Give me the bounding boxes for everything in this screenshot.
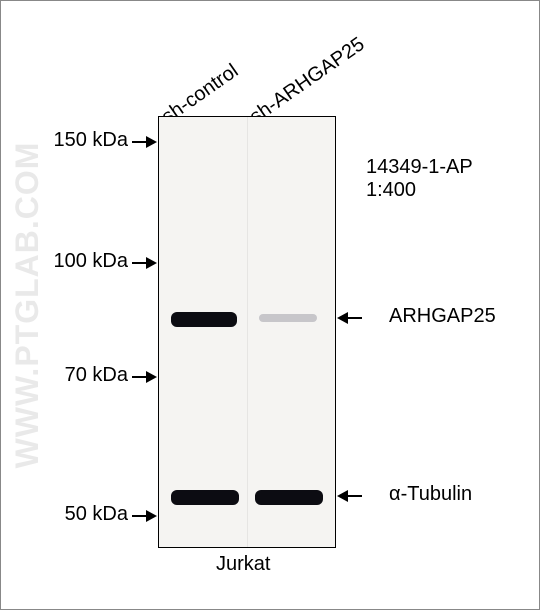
arrow-right-icon <box>132 376 156 378</box>
band-aTubulin-lane1 <box>171 490 239 505</box>
mw-label: 150 kDa <box>54 129 129 152</box>
arrow-right-icon <box>132 515 156 517</box>
sample-label: Jurkat <box>216 553 270 576</box>
mw-label: 100 kDa <box>54 250 129 273</box>
mw-label: 70 kDa <box>65 364 128 387</box>
band-ARHGAP25-lane1 <box>171 312 237 327</box>
band-ARHGAP25-lane2 <box>259 314 317 322</box>
arrow-right-icon <box>132 262 156 264</box>
mw-label: 50 kDa <box>65 503 128 526</box>
lane-divider <box>247 117 248 547</box>
watermark-text: WWW.PTGLAB.COM <box>9 142 46 469</box>
band-aTubulin-lane2 <box>255 490 323 505</box>
arrow-left-icon <box>338 495 362 497</box>
annotation-label: ARHGAP25 <box>389 305 496 328</box>
annotation-label: α-Tubulin <box>389 483 472 506</box>
figure-container: WWW.PTGLAB.COM sh-control sh-ARHGAP25 15… <box>0 0 540 610</box>
arrow-left-icon <box>338 317 362 319</box>
lane-header-sh-arhgap25: sh-ARHGAP25 <box>246 33 369 129</box>
arrow-right-icon <box>132 141 156 143</box>
annotation-text: 14349-1-AP 1:400 <box>366 156 473 202</box>
blot-membrane <box>158 116 336 548</box>
